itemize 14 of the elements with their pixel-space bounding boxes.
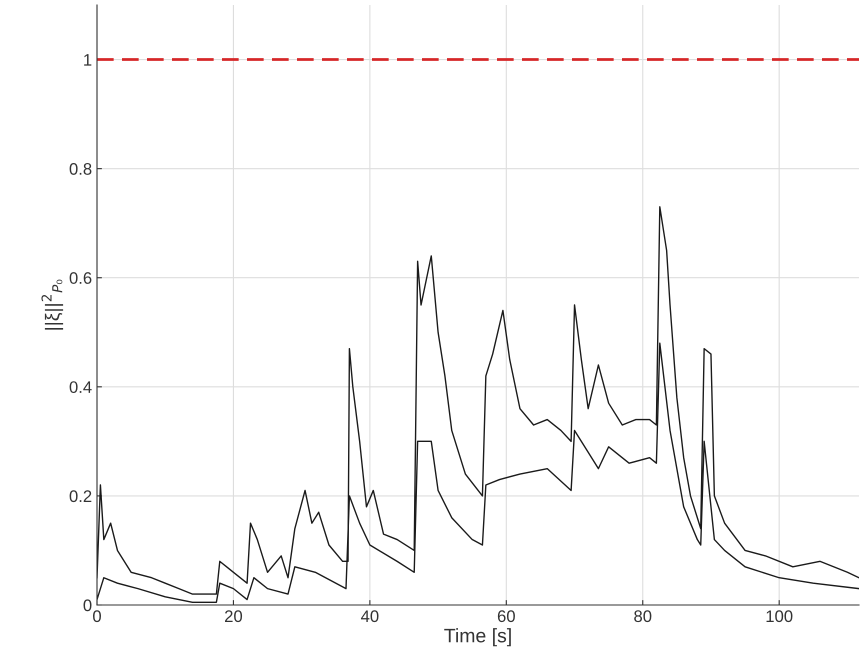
y-tick-label: 0.2 <box>70 490 92 502</box>
x-tick-label: 20 <box>225 610 242 622</box>
x-tick-label: 0 <box>93 610 101 622</box>
y-tick-label: 0.8 <box>70 163 92 175</box>
x-tick-label: 40 <box>360 610 378 622</box>
x-tick-label: 60 <box>498 610 515 622</box>
x-tick-label: 80 <box>634 610 652 622</box>
y-axis-title: ||ξ||$^{2}$$_{P₀}$ <box>41 280 64 330</box>
y-tick-label: 1 <box>84 54 92 66</box>
x-tick-label: 100 <box>766 610 792 622</box>
y-tick-label: 0.6 <box>70 272 92 284</box>
y-tick-label: 0 <box>84 599 92 612</box>
x-axis-title: Time [s] <box>444 628 511 646</box>
y-tick-label: 0.4 <box>70 381 92 394</box>
